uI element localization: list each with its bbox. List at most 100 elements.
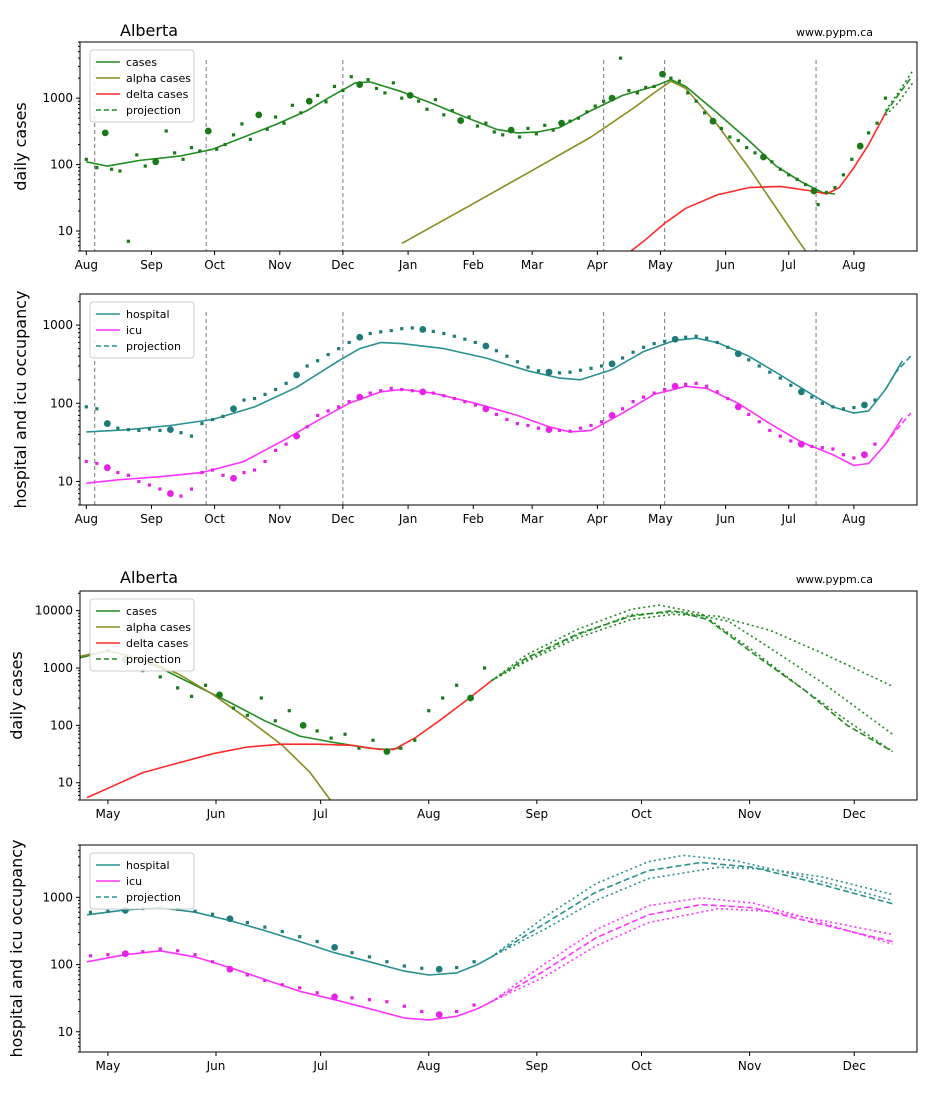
data-point [747, 412, 751, 417]
data-point [873, 398, 877, 402]
data-point [181, 157, 185, 161]
data-point [252, 396, 257, 401]
data-point [602, 99, 606, 103]
data-point [473, 403, 477, 407]
y-axis-label: hospital and icu occupancy [11, 290, 30, 508]
data-point [644, 85, 648, 90]
data-point [366, 78, 370, 82]
weekly-data-point [103, 464, 111, 472]
data-point [368, 391, 372, 395]
data-point [305, 425, 309, 429]
weekly-data-point [226, 965, 234, 973]
y-tick-label: 100 [50, 396, 73, 410]
weekly-data-point [103, 420, 111, 427]
data-point [694, 334, 698, 338]
data-point [770, 160, 774, 164]
data-point [379, 330, 383, 334]
data-point [84, 459, 88, 464]
axes-frame [79, 590, 918, 801]
series-line-hospital-projection [491, 861, 893, 958]
data-point [176, 686, 180, 690]
data-point [833, 186, 837, 190]
data-point [463, 337, 467, 341]
data-point [329, 736, 333, 740]
data-point [315, 991, 319, 995]
y-tick-label: 1000 [42, 661, 73, 675]
data-point [578, 426, 583, 430]
data-point [326, 409, 330, 413]
data-point [526, 126, 530, 131]
data-point [536, 426, 541, 430]
data-point [88, 954, 93, 958]
data-point [179, 494, 183, 498]
x-tick-label: Jul [780, 258, 795, 272]
y-tick-label: 1000 [42, 91, 73, 105]
x-tick-label: Oct [631, 1059, 652, 1073]
data-point [200, 470, 204, 475]
weekly-data-point [482, 342, 490, 350]
data-point [686, 91, 690, 95]
series-line-projection-upper [884, 70, 914, 112]
data-point [374, 86, 379, 91]
plot-area [86, 854, 893, 1021]
data-point [578, 368, 583, 372]
data-point [810, 395, 814, 399]
data-point [455, 683, 459, 687]
data-point [158, 487, 162, 491]
data-point [305, 364, 309, 368]
data-point [593, 104, 597, 108]
y-tick-label: 10 [58, 474, 73, 488]
data-point [231, 133, 236, 137]
data-point [273, 719, 277, 723]
series-line-projection [884, 77, 912, 114]
weekly-data-point [230, 474, 237, 482]
data-point [427, 709, 431, 713]
data-point [841, 173, 845, 177]
axes-frame [79, 293, 918, 506]
data-point [95, 461, 99, 466]
data-point [803, 182, 808, 187]
series-line-delta-cases [86, 680, 492, 799]
data-point [316, 359, 320, 363]
data-point [557, 428, 562, 432]
data-point [223, 142, 227, 147]
data-point [84, 157, 88, 161]
data-point [705, 336, 709, 340]
data-point [620, 407, 625, 411]
data-point [367, 955, 372, 959]
legend-label-projection: projection [126, 653, 181, 666]
data-point [116, 470, 120, 475]
data-point [431, 391, 435, 395]
data-point [252, 468, 257, 472]
data-point [442, 331, 446, 336]
data-point [210, 417, 215, 422]
data-point [379, 389, 383, 393]
series-line-hospital [86, 906, 492, 976]
series-line-hospital-proj-lower [491, 866, 893, 958]
data-point [158, 428, 162, 432]
data-point [728, 135, 732, 139]
legend-label-delta-cases: delta cases [126, 88, 189, 101]
weekly-data-point [810, 187, 818, 195]
data-point [200, 421, 204, 426]
data-point [425, 107, 429, 111]
data-point [116, 426, 120, 430]
data-point [190, 694, 194, 698]
data-point [109, 167, 114, 171]
data-point [280, 929, 284, 934]
weekly-data-point [356, 81, 364, 88]
plot-area [84, 56, 914, 251]
data-point [273, 448, 278, 452]
data-point [867, 131, 871, 135]
weekly-data-point [558, 119, 565, 127]
data-point [526, 365, 530, 369]
data-point [189, 487, 194, 491]
data-point [316, 413, 320, 417]
data-point [240, 122, 244, 126]
data-point [515, 360, 520, 364]
weekly-data-point [608, 94, 616, 102]
chart-panel-occupancy-bottom: May Jun Jul Aug Sep Oct Nov Dec 10 100 1000 hospita… [7, 839, 918, 1073]
y-tick-label: 10 [58, 1025, 73, 1039]
data-point [400, 96, 404, 100]
data-point [789, 439, 793, 443]
